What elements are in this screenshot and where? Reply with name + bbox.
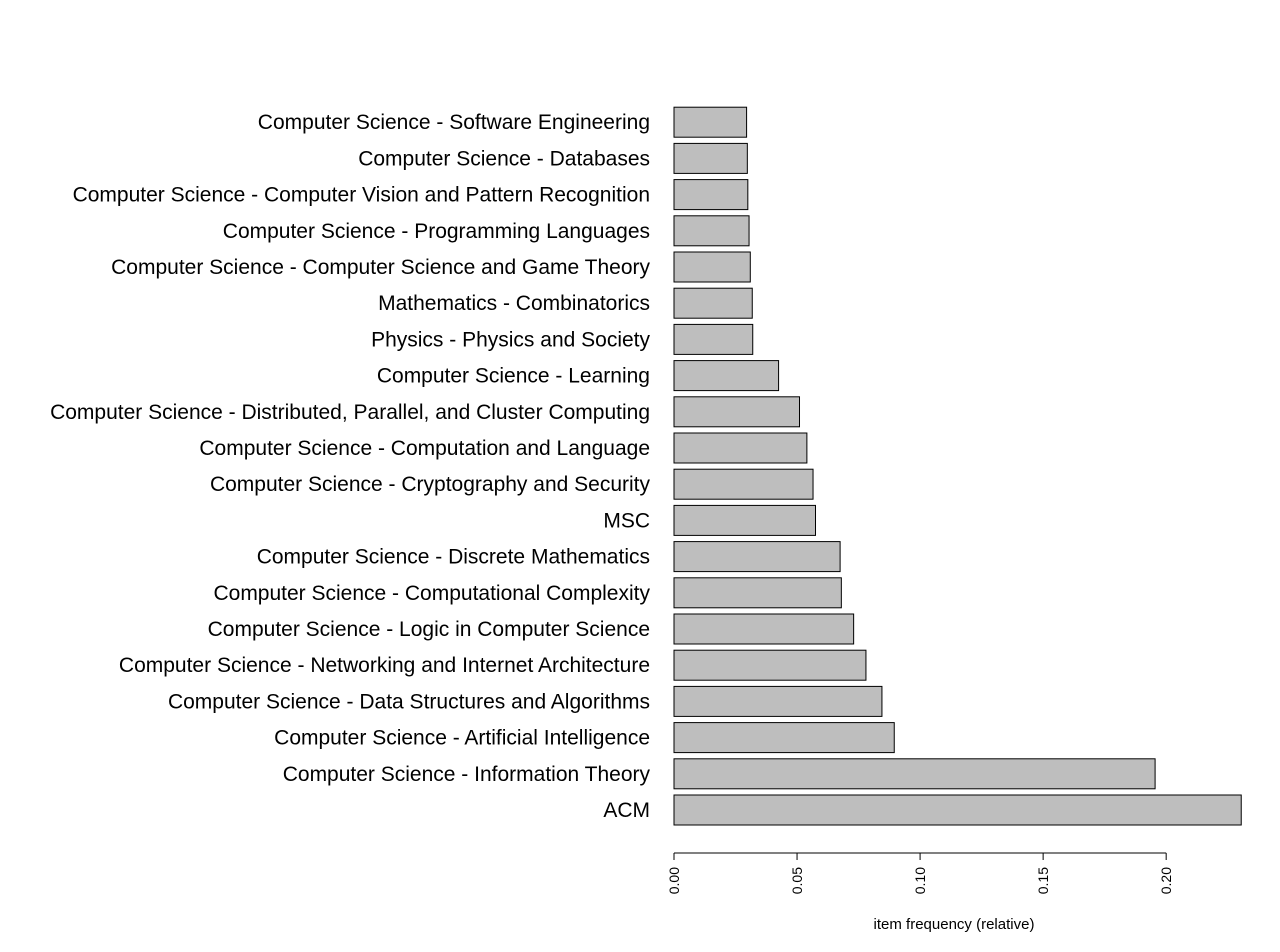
category-label: Computer Science - Software Engineering (258, 111, 650, 134)
category-label: Computer Science - Data Structures and A… (168, 690, 650, 713)
bar (673, 468, 814, 500)
bar (673, 722, 895, 754)
category-label: Computer Science - Cryptography and Secu… (210, 473, 651, 496)
category-label: Computer Science - Distributed, Parallel… (50, 401, 650, 424)
x-tick-label: 0.20 (1158, 867, 1174, 894)
bar (673, 577, 842, 609)
bar (673, 794, 1242, 826)
category-label: Computer Science - Computational Complex… (213, 582, 650, 605)
x-axis-title: item frequency (relative) (874, 916, 1035, 933)
bar (673, 685, 883, 717)
bar (673, 541, 841, 573)
category-labels-group: ACM Computer Science - Information Theory… (50, 111, 650, 822)
category-label: ACM (603, 799, 650, 822)
bar (673, 323, 754, 355)
bar (673, 142, 748, 174)
category-label: Computer Science - Learning (377, 365, 650, 388)
x-tick-label: 0.10 (912, 867, 928, 894)
bar (673, 613, 855, 645)
x-tick-label: 0.15 (1035, 867, 1051, 894)
bar (673, 649, 867, 681)
category-label: Computer Science - Databases (358, 147, 650, 170)
category-label: Computer Science - Computation and Langu… (199, 437, 650, 460)
x-axis: 0.00 0.05 0.10 0.15 0.20 (666, 852, 1174, 894)
x-tick-label: 0.00 (666, 867, 682, 894)
category-label: Computer Science - Computer Science and … (111, 256, 650, 279)
category-label: Computer Science - Information Theory (283, 763, 651, 786)
category-label: Computer Science - Programming Languages (223, 220, 650, 243)
x-tick-label: 0.05 (789, 867, 805, 894)
category-label: Computer Science - Networking and Intern… (119, 654, 650, 677)
category-label: Computer Science - Computer Vision and P… (73, 184, 650, 207)
category-label: Computer Science - Artificial Intelligen… (274, 727, 650, 750)
category-label: Physics - Physics and Society (371, 328, 650, 351)
category-label: MSC (603, 509, 650, 532)
bar (673, 758, 1156, 790)
bars-group (673, 106, 1242, 826)
bar (673, 287, 753, 319)
bar (673, 251, 751, 283)
bar (673, 504, 816, 536)
x-ticks-group: 0.00 0.05 0.10 0.15 0.20 (666, 853, 1174, 894)
bar (673, 106, 748, 138)
bar (673, 432, 808, 464)
category-label: Computer Science - Logic in Computer Sci… (208, 618, 650, 641)
bar (673, 360, 780, 392)
bar (673, 215, 750, 247)
category-label: Mathematics - Combinatorics (378, 292, 650, 315)
bar (673, 179, 749, 211)
bar (673, 396, 801, 428)
category-label: Computer Science - Discrete Mathematics (257, 546, 650, 569)
